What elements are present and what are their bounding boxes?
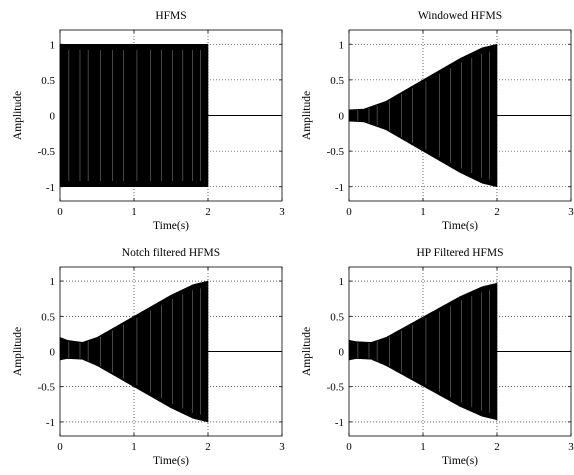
subplot-2: 0 1 2 3 1 0.5 0 -0.5 -1 Windowed HFMS Time(s) Ampli… — [301, 10, 574, 232]
x-tick-label: 0 — [57, 441, 63, 453]
x-tick-label: 0 — [346, 441, 352, 453]
x-tick-label: 3 — [568, 441, 574, 453]
y-tick-label: -1 — [46, 417, 55, 429]
subplot-title: HP Filtered HFMS — [416, 247, 503, 259]
signal-series-1 — [59, 280, 209, 423]
subplot-title: Windowed HFMS — [418, 10, 502, 22]
signal-series-1 — [59, 43, 209, 188]
x-tick-label: 3 — [568, 206, 574, 218]
y-tick-label: 0.5 — [41, 311, 55, 323]
y-tick-label: 1 — [339, 276, 345, 288]
y-tick-label: -0.5 — [38, 382, 56, 394]
x-axis-label: Time(s) — [153, 455, 189, 467]
x-tick-label: 1 — [131, 206, 137, 218]
x-tick-label: 2 — [494, 206, 500, 218]
x-axis-label: Time(s) — [442, 220, 478, 232]
y-axis-label: Amplitude — [12, 327, 24, 376]
subplot-title: Notch filtered HFMS — [122, 247, 220, 259]
x-tick-label: 0 — [57, 206, 63, 218]
x-tick-label: 1 — [131, 441, 137, 453]
y-tick-label: 0.5 — [330, 75, 344, 87]
y-tick-label: 0 — [339, 347, 345, 359]
y-tick-label: -1 — [46, 182, 55, 194]
y-tick-label: 0 — [50, 111, 56, 123]
signal-series-1 — [348, 282, 498, 421]
y-tick-label: 0.5 — [330, 311, 344, 323]
x-tick-label: 3 — [279, 206, 285, 218]
y-tick-label: -0.5 — [327, 382, 345, 394]
y-tick-label: 0.5 — [41, 75, 55, 87]
y-axis-label: Amplitude — [301, 327, 313, 376]
signal-series-1 — [348, 43, 498, 188]
x-tick-label: 0 — [346, 206, 352, 218]
subplot-4: 0 1 2 3 1 0.5 0 -0.5 -1 HP Filtered HFMS Time(s) Am… — [301, 247, 574, 467]
subplot-3: 0 1 2 3 1 0.5 0 -0.5 -1 Notch filtered HFMS Time(s… — [12, 247, 285, 467]
x-tick-label: 2 — [494, 441, 500, 453]
y-tick-label: -1 — [335, 182, 344, 194]
y-axis-label: Amplitude — [12, 91, 24, 140]
y-tick-label: 1 — [50, 39, 56, 51]
y-tick-label: -0.5 — [38, 146, 56, 158]
x-tick-label: 2 — [205, 441, 211, 453]
y-tick-label: -0.5 — [327, 146, 345, 158]
subplot-title: HFMS — [155, 10, 186, 22]
x-axis-label: Time(s) — [153, 220, 189, 232]
y-tick-label: -1 — [335, 417, 344, 429]
y-tick-label: 0 — [50, 347, 56, 359]
x-axis-label: Time(s) — [442, 455, 478, 467]
x-tick-label: 3 — [279, 441, 285, 453]
x-tick-label: 1 — [420, 206, 426, 218]
y-axis-label: Amplitude — [301, 91, 313, 140]
x-tick-label: 1 — [420, 441, 426, 453]
x-tick-label: 2 — [205, 206, 211, 218]
subplot-1: 0 1 2 3 1 0.5 0 -0.5 -1 HFMS Time(s) Amplitude — [12, 10, 285, 232]
y-tick-label: 0 — [339, 111, 345, 123]
y-tick-label: 1 — [339, 39, 345, 51]
y-tick-label: 1 — [50, 276, 56, 288]
